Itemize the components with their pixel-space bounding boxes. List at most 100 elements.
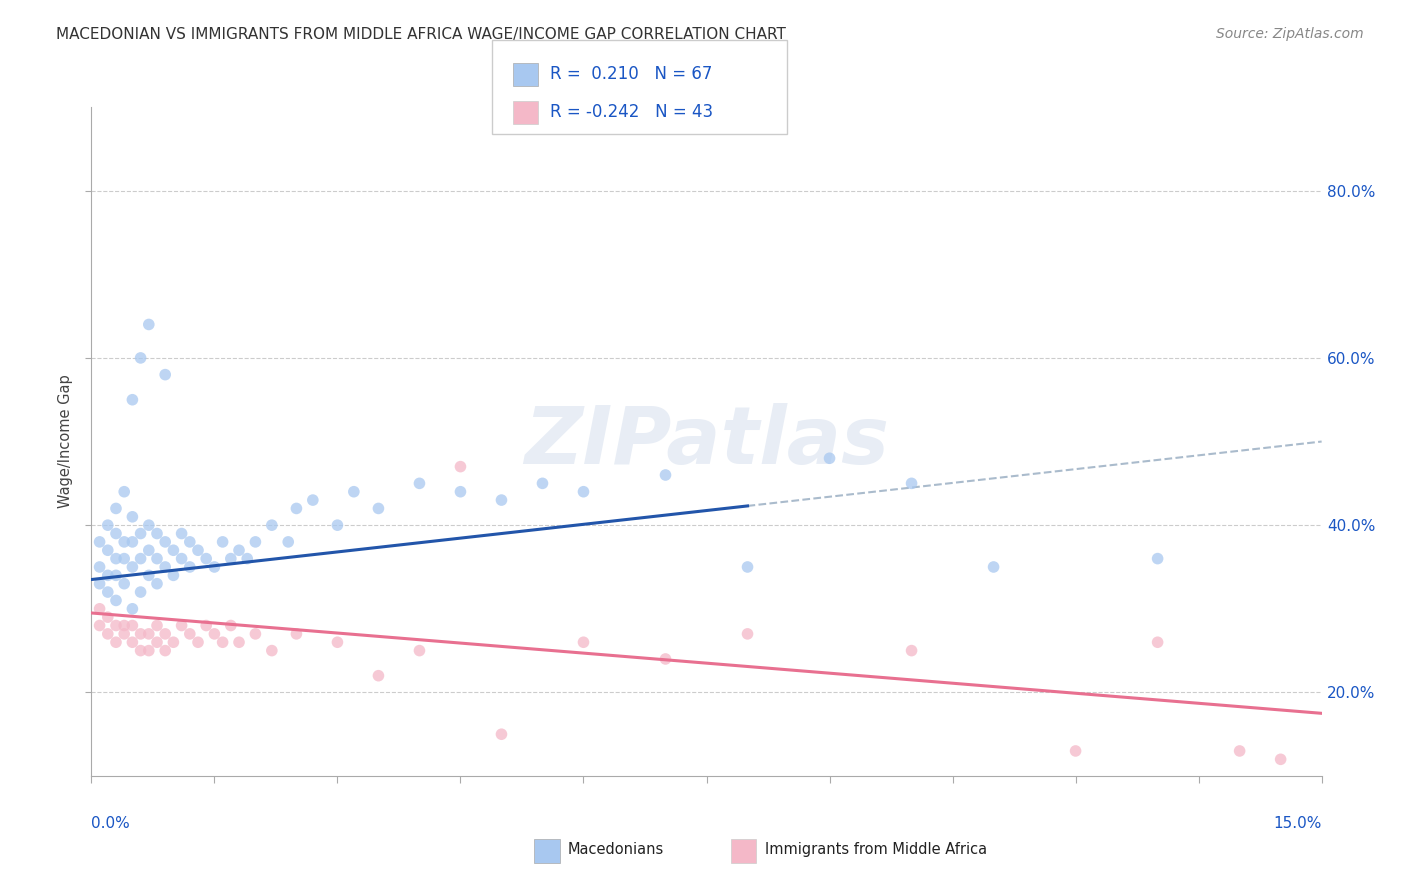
Point xyxy=(153,560,177,574)
Point xyxy=(89,601,111,615)
Point xyxy=(228,635,250,649)
Point xyxy=(449,484,471,499)
Point xyxy=(260,518,283,533)
Point xyxy=(105,593,127,607)
Point xyxy=(1229,744,1251,758)
Point xyxy=(89,534,111,549)
Point xyxy=(112,576,135,591)
Point xyxy=(105,551,127,566)
Point xyxy=(326,518,349,533)
Point xyxy=(112,534,135,549)
Point xyxy=(97,610,120,624)
Point xyxy=(285,627,308,641)
Point xyxy=(1270,752,1292,766)
Y-axis label: Wage/Income Gap: Wage/Income Gap xyxy=(58,375,73,508)
Point xyxy=(277,534,299,549)
Text: ZIPatlas: ZIPatlas xyxy=(524,402,889,481)
Point xyxy=(89,576,111,591)
Point xyxy=(1146,635,1168,649)
Point xyxy=(202,560,225,574)
Point xyxy=(129,643,152,657)
Point xyxy=(572,635,595,649)
Point xyxy=(211,635,233,649)
Point xyxy=(531,476,554,491)
Point xyxy=(97,627,120,641)
Point xyxy=(121,635,143,649)
Point xyxy=(187,635,209,649)
Point xyxy=(121,618,143,632)
Point xyxy=(129,585,152,599)
Point xyxy=(900,643,922,657)
Point xyxy=(654,467,676,482)
Point xyxy=(162,543,184,558)
Point xyxy=(97,568,120,582)
Point xyxy=(89,560,111,574)
Point xyxy=(146,618,169,632)
Point xyxy=(97,585,120,599)
Text: MACEDONIAN VS IMMIGRANTS FROM MIDDLE AFRICA WAGE/INCOME GAP CORRELATION CHART: MACEDONIAN VS IMMIGRANTS FROM MIDDLE AFR… xyxy=(56,27,786,42)
Point xyxy=(245,534,267,549)
Point xyxy=(737,627,759,641)
Point xyxy=(129,627,152,641)
Point xyxy=(170,551,193,566)
Point xyxy=(408,643,430,657)
Point xyxy=(112,618,135,632)
Point xyxy=(105,568,127,582)
Point xyxy=(179,534,201,549)
Point xyxy=(112,484,135,499)
Point xyxy=(138,518,160,533)
Point xyxy=(301,493,323,508)
Text: Macedonians: Macedonians xyxy=(568,842,664,856)
Point xyxy=(153,534,177,549)
Point xyxy=(138,643,160,657)
Point xyxy=(170,526,193,541)
Point xyxy=(105,501,127,516)
Point xyxy=(285,501,308,516)
Point xyxy=(105,635,127,649)
Text: 0.0%: 0.0% xyxy=(91,816,131,831)
Point xyxy=(654,652,676,666)
Point xyxy=(146,551,169,566)
Point xyxy=(408,476,430,491)
Point xyxy=(1146,551,1168,566)
Point xyxy=(367,501,389,516)
Point xyxy=(138,318,160,332)
Point xyxy=(367,669,389,683)
Point xyxy=(202,627,225,641)
Point xyxy=(195,618,218,632)
Point xyxy=(326,635,349,649)
Point xyxy=(146,576,169,591)
Point xyxy=(983,560,1005,574)
Point xyxy=(187,543,209,558)
Point xyxy=(343,484,366,499)
Point xyxy=(112,627,135,641)
Point xyxy=(129,351,152,365)
Point xyxy=(818,451,841,466)
Point xyxy=(121,509,143,524)
Point xyxy=(170,618,193,632)
Point xyxy=(138,627,160,641)
Text: Immigrants from Middle Africa: Immigrants from Middle Africa xyxy=(765,842,987,856)
Point xyxy=(260,643,283,657)
Point xyxy=(153,643,177,657)
Point xyxy=(129,526,152,541)
Point xyxy=(236,551,259,566)
Point xyxy=(153,368,177,382)
Point xyxy=(105,618,127,632)
Point xyxy=(195,551,218,566)
Text: Source: ZipAtlas.com: Source: ZipAtlas.com xyxy=(1216,27,1364,41)
Point xyxy=(228,543,250,558)
Point xyxy=(97,518,120,533)
Point xyxy=(153,627,177,641)
Point xyxy=(162,568,184,582)
Point xyxy=(179,627,201,641)
Point xyxy=(146,526,169,541)
Point xyxy=(97,543,120,558)
Point xyxy=(129,551,152,566)
Text: 15.0%: 15.0% xyxy=(1274,816,1322,831)
Point xyxy=(1064,744,1087,758)
Point xyxy=(245,627,267,641)
Point xyxy=(89,618,111,632)
Point xyxy=(121,392,143,407)
Text: R =  0.210   N = 67: R = 0.210 N = 67 xyxy=(550,65,711,83)
